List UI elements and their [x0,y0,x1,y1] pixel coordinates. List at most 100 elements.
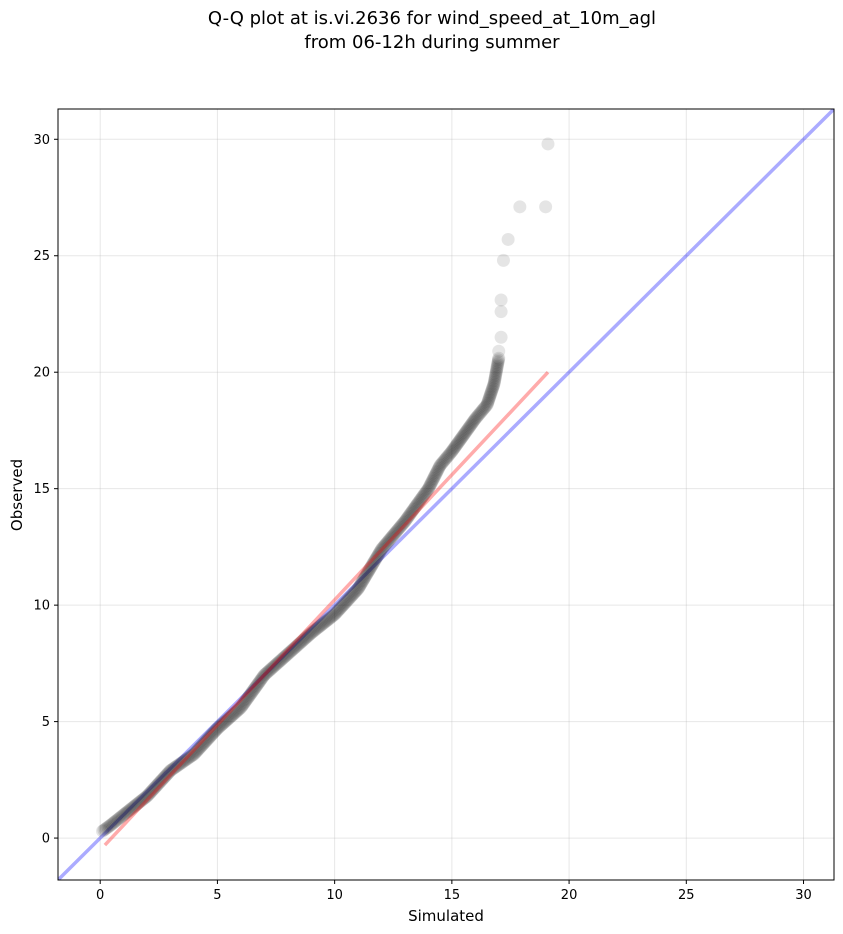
data-point [127,800,141,814]
data-point [219,714,233,728]
data-point [467,413,481,427]
y-tick-label: 10 [33,599,50,614]
data-point [226,708,240,722]
data-point [294,636,308,650]
data-point [210,722,224,736]
data-point [302,628,316,642]
data-point [125,801,139,815]
data-point [451,436,465,450]
data-point [200,733,214,747]
data-point [262,664,276,678]
data-point [245,685,259,699]
data-point [270,656,284,670]
data-point [392,522,406,536]
data-point [237,697,251,711]
data-point [329,606,343,620]
data-point [309,622,323,636]
data-point [361,565,375,579]
data-point [169,760,183,774]
data-point [433,458,447,472]
data-point [434,457,448,471]
data-point [494,330,508,344]
data-point [241,690,255,704]
data-point [391,523,405,537]
data-point [357,572,371,586]
x-tick-label: 15 [444,888,461,903]
data-point [351,582,365,596]
data-point [366,557,380,571]
data-point [170,759,184,773]
y-tick-label: 15 [33,482,50,497]
data-point [250,678,264,692]
data-point [120,805,134,819]
x-axis: 0 5 10 15 20 25 30 [96,880,812,903]
data-point [313,619,327,633]
data-point [141,788,155,802]
data-point [320,613,334,627]
data-point [430,464,444,478]
data-point [97,823,111,837]
data-point [386,529,400,543]
data-point [484,386,498,400]
data-point [164,764,178,778]
data-point [371,548,385,562]
data-point [308,623,322,637]
data-point [254,672,268,686]
data-point [350,583,364,597]
data-point [260,666,274,680]
data-point [336,598,350,612]
data-point [348,585,362,599]
data-point [171,758,185,772]
data-point [310,621,324,635]
data-point [196,738,210,752]
data-point [193,740,207,754]
data-point [489,366,503,380]
data-point [488,370,502,384]
data-point [156,772,170,786]
data-point [358,570,372,584]
data-point [278,649,292,663]
data-point [349,584,363,598]
data-point [238,695,252,709]
y-tick-label: 20 [33,366,50,381]
data-point [339,595,353,609]
data-point [400,512,414,526]
data-point [383,533,397,547]
data-point [438,452,452,466]
data-point [277,650,291,664]
data-point [228,706,242,720]
data-point [478,400,492,414]
x-axis-label: Simulated [408,907,484,925]
data-point [458,426,472,440]
data-point [494,293,508,307]
data-point [167,761,181,775]
data-point [142,787,156,801]
data-point [482,393,496,407]
data-point [140,789,154,803]
data-point [432,460,446,474]
data-point [460,423,474,437]
data-point [389,525,403,539]
data-point [362,564,376,578]
data-point [149,780,163,794]
data-point [444,446,458,460]
data-point [344,590,358,604]
data-point [199,734,213,748]
data-point [109,814,123,828]
data-point [475,404,489,418]
y-tick-label: 25 [33,249,50,264]
data-point [204,729,218,743]
data-point [160,767,174,781]
data-point [165,763,179,777]
data-point [213,719,227,733]
data-point [480,398,494,412]
data-point [470,409,484,423]
data-point [300,630,314,644]
data-point [122,804,136,818]
data-point [128,799,142,813]
data-point [148,781,162,795]
data-point [541,137,555,151]
data-point [352,580,366,594]
